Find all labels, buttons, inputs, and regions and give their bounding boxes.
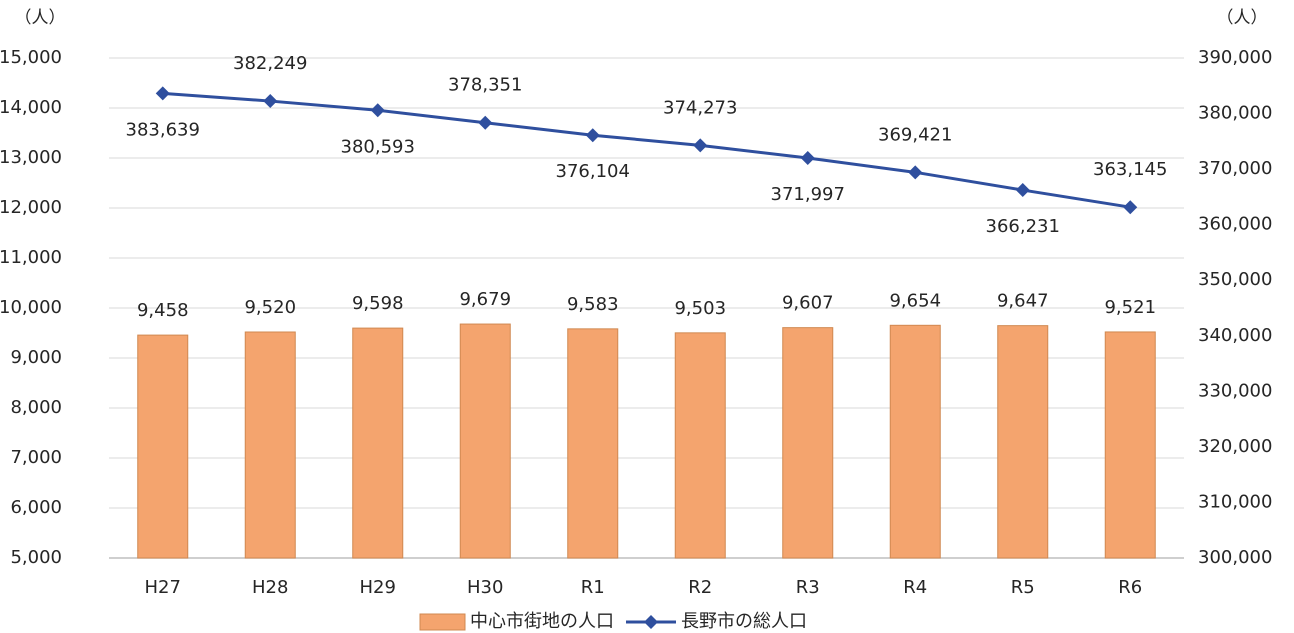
line-value-label: 382,249 xyxy=(233,53,307,74)
bar-value-label: 9,520 xyxy=(244,297,296,318)
y-tick-label: 14,000 xyxy=(0,97,62,118)
legend-label: 長野市の総人口 xyxy=(681,611,807,632)
line-value-label: 363,145 xyxy=(1093,159,1167,180)
line-value-label: 374,273 xyxy=(663,97,737,118)
x-tick-label: R6 xyxy=(1118,577,1142,598)
legend-swatch-marker xyxy=(644,615,658,629)
y-tick-label: 6,000 xyxy=(10,497,62,518)
bar xyxy=(1104,331,1156,559)
y2-tick-label: 390,000 xyxy=(1198,47,1272,68)
line-marker xyxy=(693,138,708,153)
line-value-label: 366,231 xyxy=(986,216,1060,237)
y2-tick-label: 350,000 xyxy=(1198,269,1272,290)
bar-value-label: 9,521 xyxy=(1104,297,1156,318)
line-value-label: 378,351 xyxy=(448,75,522,96)
x-tick-label: H29 xyxy=(360,577,396,598)
bar xyxy=(567,328,619,559)
y-tick-label: 13,000 xyxy=(0,147,62,168)
x-tick-label: R1 xyxy=(581,577,605,598)
line xyxy=(162,91,1131,209)
bar-value-label: 9,647 xyxy=(997,291,1049,312)
y2-tick-label: 370,000 xyxy=(1198,158,1272,179)
bar-value-label: 9,583 xyxy=(567,294,619,315)
bar-value-label: 9,607 xyxy=(782,293,834,314)
legend-swatch xyxy=(419,613,466,631)
y-tick-label: 9,000 xyxy=(10,347,62,368)
bar xyxy=(889,324,941,559)
y-tick-label: 7,000 xyxy=(10,447,62,468)
x-tick-label: R2 xyxy=(688,577,712,598)
line-marker xyxy=(263,94,278,109)
y2-tick-label: 380,000 xyxy=(1198,103,1272,124)
y-tick-label: 5,000 xyxy=(10,547,62,568)
bar-value-label: 9,654 xyxy=(889,290,941,311)
legend-label: 中心市街地の人口 xyxy=(470,611,614,632)
y-tick-label: 12,000 xyxy=(0,197,62,218)
line-marker xyxy=(478,115,493,130)
bar xyxy=(137,334,189,559)
line-value-label: 376,104 xyxy=(556,161,630,182)
bar xyxy=(352,327,404,559)
line-value-label: 369,421 xyxy=(878,124,952,145)
y2-tick-label: 340,000 xyxy=(1198,325,1272,346)
line-marker xyxy=(1123,200,1138,215)
y-tick-label: 8,000 xyxy=(10,397,62,418)
x-tick-label: H27 xyxy=(145,577,181,598)
y2-tick-label: 330,000 xyxy=(1198,380,1272,401)
bar xyxy=(459,323,511,559)
x-tick-label: R4 xyxy=(903,577,927,598)
y2-tick-label: 320,000 xyxy=(1198,436,1272,457)
x-tick-label: H30 xyxy=(467,577,503,598)
line-marker xyxy=(585,128,600,143)
bar-value-label: 9,503 xyxy=(674,298,726,319)
line-marker xyxy=(1015,183,1030,198)
bar xyxy=(997,325,1049,559)
line-value-label: 371,997 xyxy=(771,184,845,205)
y-tick-label: 10,000 xyxy=(0,297,62,318)
bar-value-label: 9,458 xyxy=(137,300,189,321)
bar-value-label: 9,679 xyxy=(459,289,511,310)
bar xyxy=(674,332,726,559)
y2-tick-label: 310,000 xyxy=(1198,491,1272,512)
bar xyxy=(244,331,296,559)
x-tick-label: H28 xyxy=(252,577,288,598)
line-value-label: 383,639 xyxy=(126,119,200,140)
line-marker xyxy=(908,165,923,180)
line-value-label: 380,593 xyxy=(341,136,415,157)
y-tick-label: 11,000 xyxy=(0,247,62,268)
line-marker xyxy=(155,86,170,101)
y-unit: （人） xyxy=(15,8,66,28)
y-tick-label: 15,000 xyxy=(0,47,62,68)
line-marker xyxy=(370,103,385,118)
line-marker xyxy=(800,151,815,166)
x-tick-label: R3 xyxy=(796,577,820,598)
x-tick-label: R5 xyxy=(1011,577,1035,598)
y2-tick-label: 360,000 xyxy=(1198,214,1272,235)
bar-value-label: 9,598 xyxy=(352,293,404,314)
y2-tick-label: 300,000 xyxy=(1198,547,1272,568)
y2-unit: （人） xyxy=(1217,8,1268,28)
bar xyxy=(782,327,834,559)
